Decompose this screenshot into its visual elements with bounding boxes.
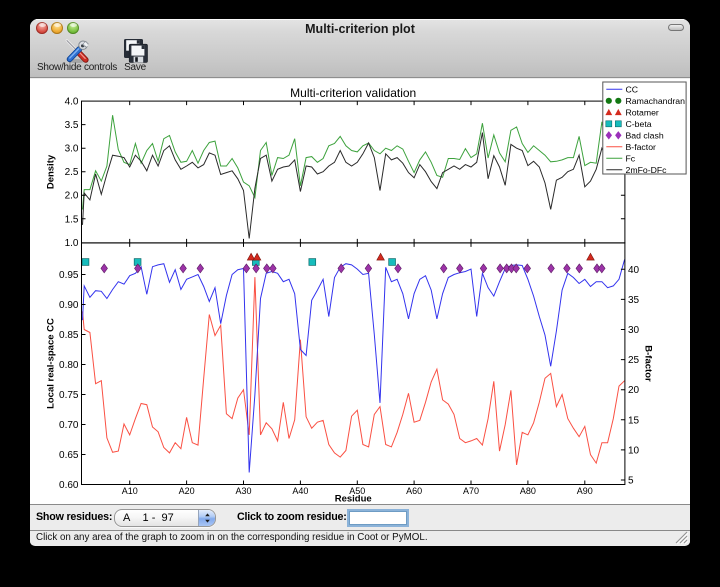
svg-text:15: 15 [628,415,640,426]
svg-text:A50: A50 [349,486,365,496]
svg-text:1.0: 1.0 [64,237,78,248]
svg-text:0.80: 0.80 [59,360,79,371]
svg-text:CC: CC [625,84,638,94]
svg-text:A80: A80 [519,486,535,496]
svg-text:0.95: 0.95 [59,270,79,281]
svg-text:10: 10 [628,445,640,456]
svg-text:35: 35 [628,294,640,305]
svg-text:40: 40 [628,264,640,275]
svg-text:A10: A10 [121,486,137,496]
svg-text:0.65: 0.65 [59,450,79,461]
svg-text:Residue: Residue [334,493,371,504]
svg-text:25: 25 [628,355,640,366]
svg-text:0.85: 0.85 [59,330,79,341]
svg-text:A20: A20 [178,486,194,496]
svg-text:C-beta: C-beta [625,119,651,129]
svg-text:20: 20 [628,385,640,396]
svg-text:Ramachandran: Ramachandran [625,96,685,106]
svg-text:A30: A30 [235,486,251,496]
svg-text:A40: A40 [292,486,308,496]
svg-text:3.0: 3.0 [64,143,78,154]
svg-text:2.5: 2.5 [64,167,78,178]
svg-text:B-factor: B-factor [625,142,656,152]
svg-text:Local real-space CC: Local real-space CC [45,317,56,408]
svg-text:Multi-criterion validation: Multi-criterion validation [290,86,416,100]
svg-text:30: 30 [628,325,640,336]
svg-text:Fc: Fc [625,153,635,163]
svg-text:5: 5 [628,475,634,486]
svg-text:3.5: 3.5 [64,120,78,131]
svg-text:0.90: 0.90 [59,300,79,311]
svg-text:4.0: 4.0 [64,96,78,107]
svg-text:Rotamer: Rotamer [625,107,658,117]
svg-text:A70: A70 [462,486,478,496]
svg-text:0.70: 0.70 [59,420,79,431]
svg-text:B-factor: B-factor [642,345,653,382]
svg-text:0.75: 0.75 [59,390,79,401]
svg-text:0.60: 0.60 [59,480,79,491]
svg-text:A60: A60 [406,486,422,496]
svg-text:2.0: 2.0 [64,190,78,201]
svg-text:Bad clash: Bad clash [625,130,663,140]
svg-text:Density: Density [45,154,56,189]
svg-text:A90: A90 [576,486,592,496]
svg-text:1.5: 1.5 [64,214,78,225]
svg-text:2mFo-DFc: 2mFo-DFc [625,165,667,175]
